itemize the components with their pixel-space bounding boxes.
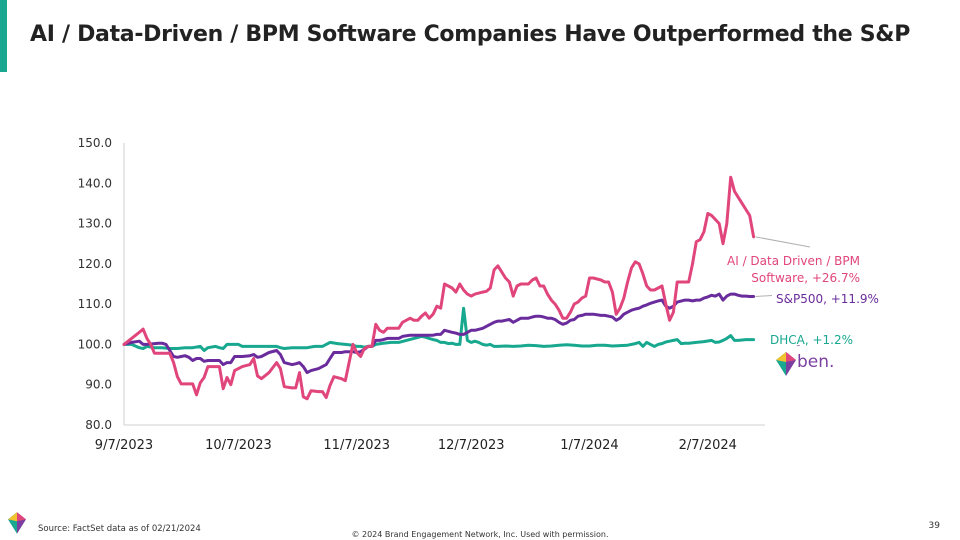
y-tick-label: 140.0	[78, 176, 112, 190]
ben-logo-dot: .	[829, 352, 835, 372]
x-tick-label: 12/7/2023	[438, 438, 505, 453]
series-line-dhca	[122, 306, 756, 352]
ben-logo-mark: ˜	[796, 345, 801, 355]
y-tick-label: 100.0	[78, 337, 112, 351]
ben-diamond-icon	[776, 352, 796, 376]
y-tick-label: 130.0	[78, 217, 112, 231]
sp-series-label: S&P500, +11.9%	[776, 292, 879, 306]
dhca-series-label: DHCA, +1.2%	[770, 333, 853, 347]
y-tick-label: 80.0	[85, 418, 112, 432]
series-labels: AI / Data Driven / BPM Software, +26.7% S&…	[727, 236, 879, 347]
x-tick-label: 2/7/2024	[679, 438, 737, 453]
chart-axes	[123, 143, 765, 426]
sp-leader-line	[755, 294, 773, 297]
slide-title: AI / Data-Driven / BPM Software Companie…	[30, 22, 911, 47]
series-line-ai	[122, 175, 756, 401]
x-tick-label: 1/7/2024	[560, 438, 618, 453]
ben-logo-word: ben	[797, 352, 830, 372]
source-note: Source: FactSet data as of 02/21/2024	[38, 524, 201, 534]
y-tick-label: 120.0	[78, 257, 112, 271]
x-axis-ticks: 9/7/2023 10/7/2023 11/7/2023 12/7/2023 1/7/2…	[95, 438, 737, 453]
ai-series-label-line2: Software, +26.7%	[751, 271, 860, 285]
page-number: 39	[928, 521, 940, 531]
x-tick-label: 10/7/2023	[205, 438, 272, 453]
y-tick-label: 150.0	[78, 136, 112, 150]
series-line-sp	[122, 292, 756, 375]
series-lines	[122, 175, 756, 401]
y-tick-label: 90.0	[85, 378, 112, 392]
ai-leader-line	[755, 236, 811, 248]
y-axis-ticks: 80.0 90.0 100.0 110.0 120.0 130.0 140.0 150.0	[78, 136, 112, 432]
title-accent-bar	[0, 0, 7, 72]
ai-series-label-line1: AI / Data Driven / BPM	[727, 254, 860, 268]
copyright-note: © 2024 Brand Engagement Network, Inc. Us…	[351, 530, 609, 539]
x-tick-label: 9/7/2023	[95, 438, 153, 453]
ben-logo-text: ben.	[797, 352, 834, 372]
footer-diamond-icon	[8, 512, 26, 534]
x-tick-label: 11/7/2023	[323, 438, 390, 453]
y-tick-label: 110.0	[78, 297, 112, 311]
